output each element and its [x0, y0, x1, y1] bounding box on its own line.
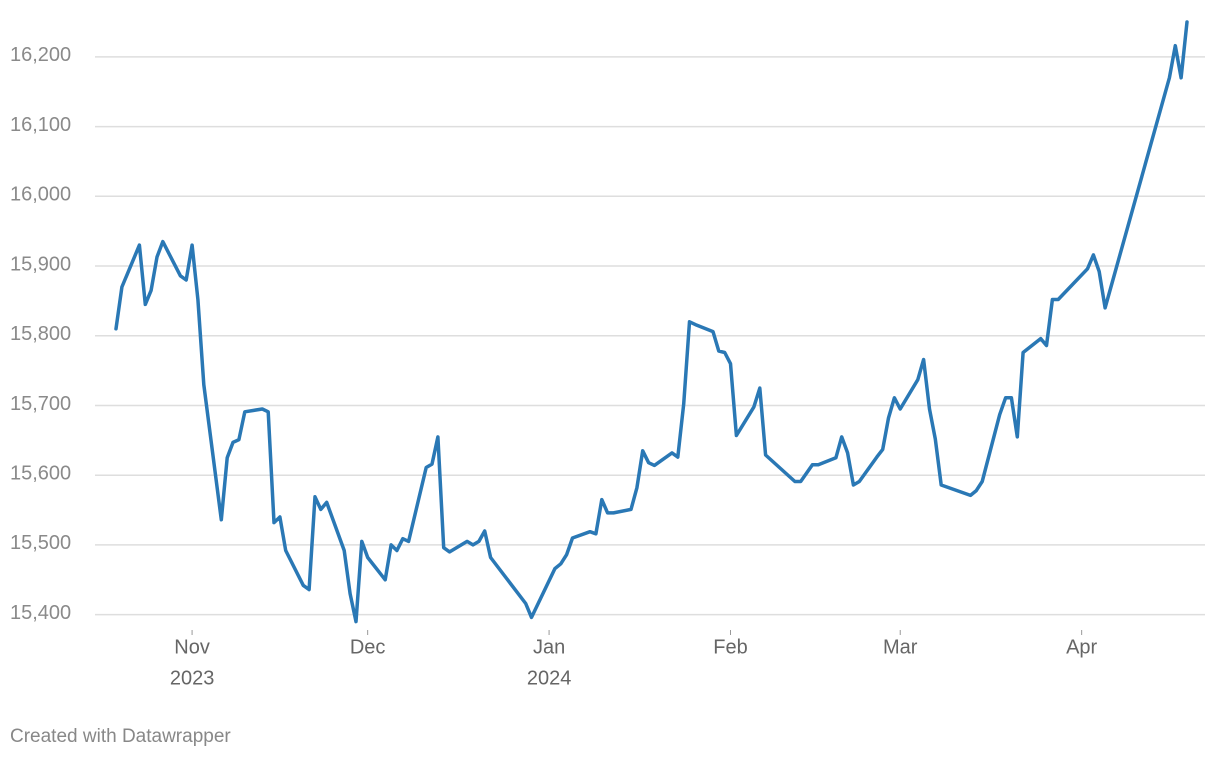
x-tick-label: Apr — [1066, 636, 1097, 658]
y-tick-label: 15,400 — [10, 602, 71, 624]
y-tick-label: 16,000 — [10, 184, 71, 206]
x-tick-label: Jan — [533, 636, 565, 658]
y-tick-label: 15,800 — [10, 323, 71, 345]
line — [114, 20, 1189, 624]
x-tick-year: 2023 — [170, 667, 215, 689]
x-tick-year: 2024 — [527, 667, 572, 689]
x-tick-label: Feb — [713, 636, 747, 658]
footer: Created with Datawrapper — [10, 726, 231, 747]
x-tick-label: Dec — [350, 636, 386, 658]
x-tick-label: Mar — [883, 636, 918, 658]
y-tick-label: 15,500 — [10, 532, 71, 554]
y-tick-label: 15,600 — [10, 462, 71, 484]
y-tick-label: 16,200 — [10, 44, 71, 66]
y-tick-label: 15,900 — [10, 253, 71, 275]
y-tick-label: 16,100 — [10, 114, 71, 136]
y-tick-label: 15,700 — [10, 393, 71, 415]
x-tick-label: Nov — [174, 636, 210, 658]
